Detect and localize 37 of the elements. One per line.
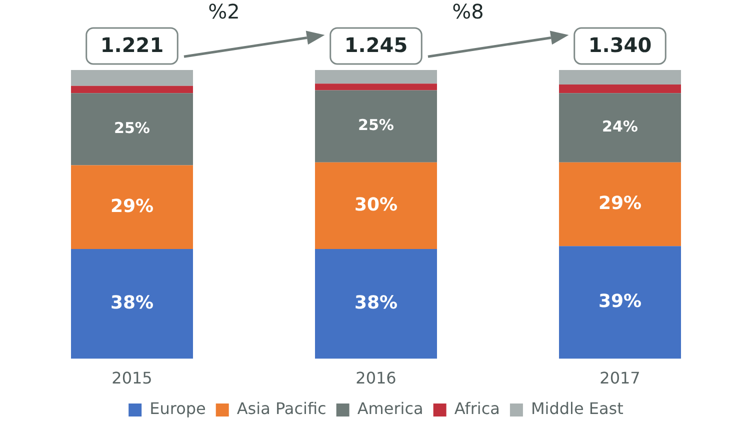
legend-label: Europe (150, 399, 206, 418)
legend-label: Asia Pacific (236, 399, 326, 418)
legend-label: Middle East (530, 399, 624, 418)
data-label: 38% (110, 292, 154, 314)
text: %2 (208, 0, 240, 24)
bar (71, 165, 193, 250)
data-label: 25% (358, 116, 394, 134)
data-label: 29% (598, 192, 642, 214)
bar (315, 70, 437, 84)
annotation: 1.340 (588, 33, 652, 58)
annotation: 1.245 (344, 33, 408, 58)
bar (559, 84, 681, 94)
legend-label: Africa (454, 399, 500, 418)
legend-label: America (357, 399, 424, 418)
data-label: 24% (602, 118, 638, 136)
x-tick-label: 2015 (112, 368, 152, 388)
bar (559, 70, 681, 84)
text: %8 (452, 0, 484, 24)
bar (71, 249, 193, 359)
bar (71, 70, 193, 86)
data-label: 29% (110, 196, 154, 217)
bar (559, 93, 681, 162)
data-label: 39% (598, 291, 642, 312)
bar (559, 246, 681, 359)
x-tick-label: 2017 (600, 368, 640, 388)
bar (315, 249, 437, 359)
bar (315, 90, 437, 162)
bar (71, 86, 193, 94)
bar (71, 93, 193, 166)
data-label: 25% (114, 119, 150, 138)
bar (559, 162, 681, 246)
x-tick-label: 2016 (356, 368, 396, 388)
bar (315, 84, 437, 90)
data-label: 30% (354, 194, 398, 216)
data-label: 38% (354, 292, 398, 314)
annotation: 1.221 (100, 33, 164, 58)
bar (315, 162, 437, 250)
